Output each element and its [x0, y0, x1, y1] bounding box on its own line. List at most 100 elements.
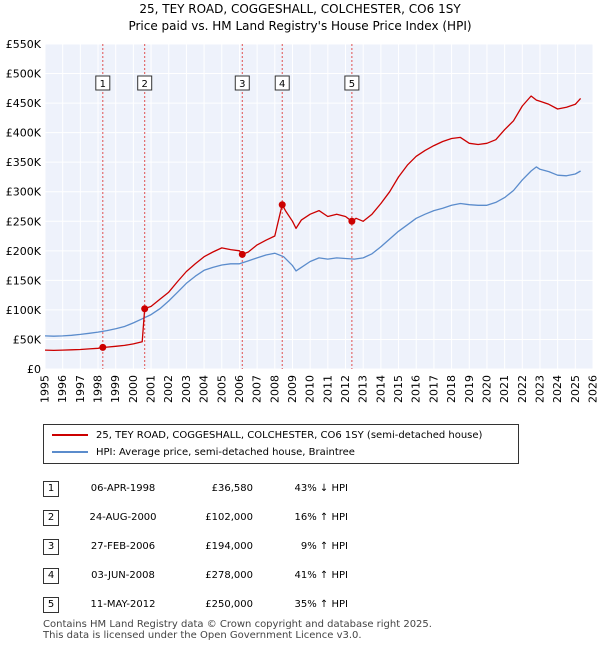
sale-number-label: 5 [349, 79, 355, 90]
sale-point [99, 343, 107, 351]
y-tick-label: £300K [6, 186, 42, 199]
sale-number-box [274, 75, 290, 91]
sale-point [278, 201, 286, 209]
sale-price: £102,000 [205, 512, 253, 523]
legend-swatch-hpi [52, 451, 88, 453]
table-row: 4 03-JUN-2008 £278,000 41% ↑ HPI [43, 561, 348, 590]
legend-item-hpi: HPI: Average price, semi-detached house,… [44, 444, 355, 460]
sale-hpi-change: 43% ↓ HPI [294, 483, 348, 494]
sale-number-label: 1 [100, 79, 106, 90]
plot-background [45, 44, 593, 369]
x-tick-label: 1997 [74, 375, 87, 403]
sale-hpi-change: 16% ↑ HPI [294, 512, 348, 523]
x-tick-label: 2011 [321, 375, 334, 403]
x-tick-label: 2012 [339, 375, 352, 403]
x-tick-label: 2025 [569, 375, 582, 403]
y-tick-label: £0 [27, 363, 41, 376]
x-tick-label: 2024 [551, 375, 564, 403]
footer-copyright: Contains HM Land Registry data © Crown c… [43, 619, 432, 630]
table-row: 1 06-APR-1998 £36,580 43% ↓ HPI [43, 474, 348, 503]
y-tick-label: £100K [6, 304, 42, 317]
x-tick-label: 2018 [445, 375, 458, 403]
sale-number-label: 3 [239, 79, 245, 90]
x-tick-label: 2022 [516, 375, 529, 403]
x-tick-label: 2015 [392, 375, 405, 403]
sale-number: 1 [43, 480, 59, 497]
table-row: 5 11-MAY-2012 £250,000 35% ↑ HPI [43, 590, 348, 619]
y-tick-label: £350K [6, 156, 42, 169]
sale-point [238, 250, 246, 258]
sale-number-box [95, 75, 111, 91]
sale-date: 06-APR-1998 [90, 483, 156, 494]
footer: Contains HM Land Registry data © Crown c… [43, 619, 432, 641]
x-tick-label: 2005 [215, 375, 228, 403]
price-chart: £0 £50K £100K £150K £200K £250K £300K £350K £400… [6, 38, 600, 403]
x-tick-label: 1996 [56, 375, 69, 403]
y-tick-label: £200K [6, 245, 42, 258]
x-tick-label: 2000 [127, 375, 140, 403]
legend-label-property: 25, TEY ROAD, COGGESHALL, COLCHESTER, CO… [96, 429, 483, 441]
x-tick-label: 1999 [109, 375, 122, 403]
y-tick-label: £150K [6, 274, 42, 287]
legend-swatch-property [52, 434, 88, 436]
x-tick-label: 2019 [463, 375, 476, 403]
sale-number-label: 2 [142, 79, 148, 90]
x-tick-label: 2017 [427, 375, 440, 403]
sale-price: £278,000 [205, 570, 253, 581]
sale-price: £250,000 [205, 599, 253, 610]
x-tick-label: 2003 [180, 375, 193, 403]
x-tick-label: 2023 [533, 375, 546, 403]
legend: 25, TEY ROAD, COGGESHALL, COLCHESTER, CO… [43, 424, 519, 464]
x-tick-label: 2007 [251, 375, 264, 403]
x-tick-label: 2010 [304, 375, 317, 403]
sale-number: 4 [43, 567, 59, 584]
sale-point [348, 217, 356, 225]
x-tick-label: 1995 [39, 375, 52, 403]
sale-number: 2 [43, 509, 59, 526]
x-tick-label: 2001 [145, 375, 158, 403]
sale-hpi-change: 9% ↑ HPI [300, 541, 348, 552]
y-tick-label: £500K [6, 68, 42, 81]
chart-subtitle: Price paid vs. HM Land Registry's House … [128, 19, 472, 33]
x-tick-label: 2004 [198, 375, 211, 403]
y-tick-label: £400K [6, 127, 42, 140]
x-tick-label: 2021 [498, 375, 511, 403]
x-tick-label: 2020 [480, 375, 493, 403]
sale-number-box [234, 75, 250, 91]
table-row: 2 24-AUG-2000 £102,000 16% ↑ HPI [43, 503, 348, 532]
x-tick-label: 2008 [268, 375, 281, 403]
y-tick-label: £50K [13, 333, 42, 346]
sale-point [141, 305, 149, 313]
sale-date: 24-AUG-2000 [89, 512, 157, 523]
property-series-line [44, 95, 582, 352]
table-row: 3 27-FEB-2006 £194,000 9% ↑ HPI [43, 532, 348, 561]
sale-hpi-change: 35% ↑ HPI [294, 599, 348, 610]
sale-number: 3 [43, 538, 59, 555]
sale-price: £194,000 [205, 541, 253, 552]
sale-date: 27-FEB-2006 [90, 541, 156, 552]
x-tick-label: 2016 [410, 375, 423, 403]
sale-number-box [137, 75, 153, 91]
sale-hpi-change: 41% ↑ HPI [294, 570, 348, 581]
x-tick-label: 2013 [357, 375, 370, 403]
x-tick-label: 1998 [92, 375, 105, 403]
sale-price: £36,580 [211, 483, 253, 494]
y-tick-label: £550K [6, 38, 42, 51]
footer-licence: This data is licensed under the Open Gov… [43, 630, 362, 641]
sale-number: 5 [43, 596, 59, 613]
x-tick-label: 2014 [374, 375, 387, 403]
hpi-series-line [44, 166, 581, 337]
legend-item-property: 25, TEY ROAD, COGGESHALL, COLCHESTER, CO… [44, 427, 482, 443]
chart-title: 25, TEY ROAD, COGGESHALL, COLCHESTER, CO… [139, 2, 461, 16]
sale-date: 11-MAY-2012 [90, 599, 156, 610]
y-tick-label: £450K [6, 97, 42, 110]
x-tick-label: 2009 [286, 375, 299, 403]
x-tick-label: 2026 [587, 375, 600, 403]
legend-label-hpi: HPI: Average price, semi-detached house,… [96, 446, 355, 458]
sale-date: 03-JUN-2008 [91, 570, 155, 581]
sales-table: 1 06-APR-1998 £36,580 43% ↓ HPI 2 24-AUG-2000… [43, 474, 348, 619]
x-tick-label: 2006 [233, 375, 246, 403]
sale-number-box [344, 75, 360, 91]
sale-number-label: 4 [279, 79, 285, 90]
y-tick-label: £250K [6, 215, 42, 228]
